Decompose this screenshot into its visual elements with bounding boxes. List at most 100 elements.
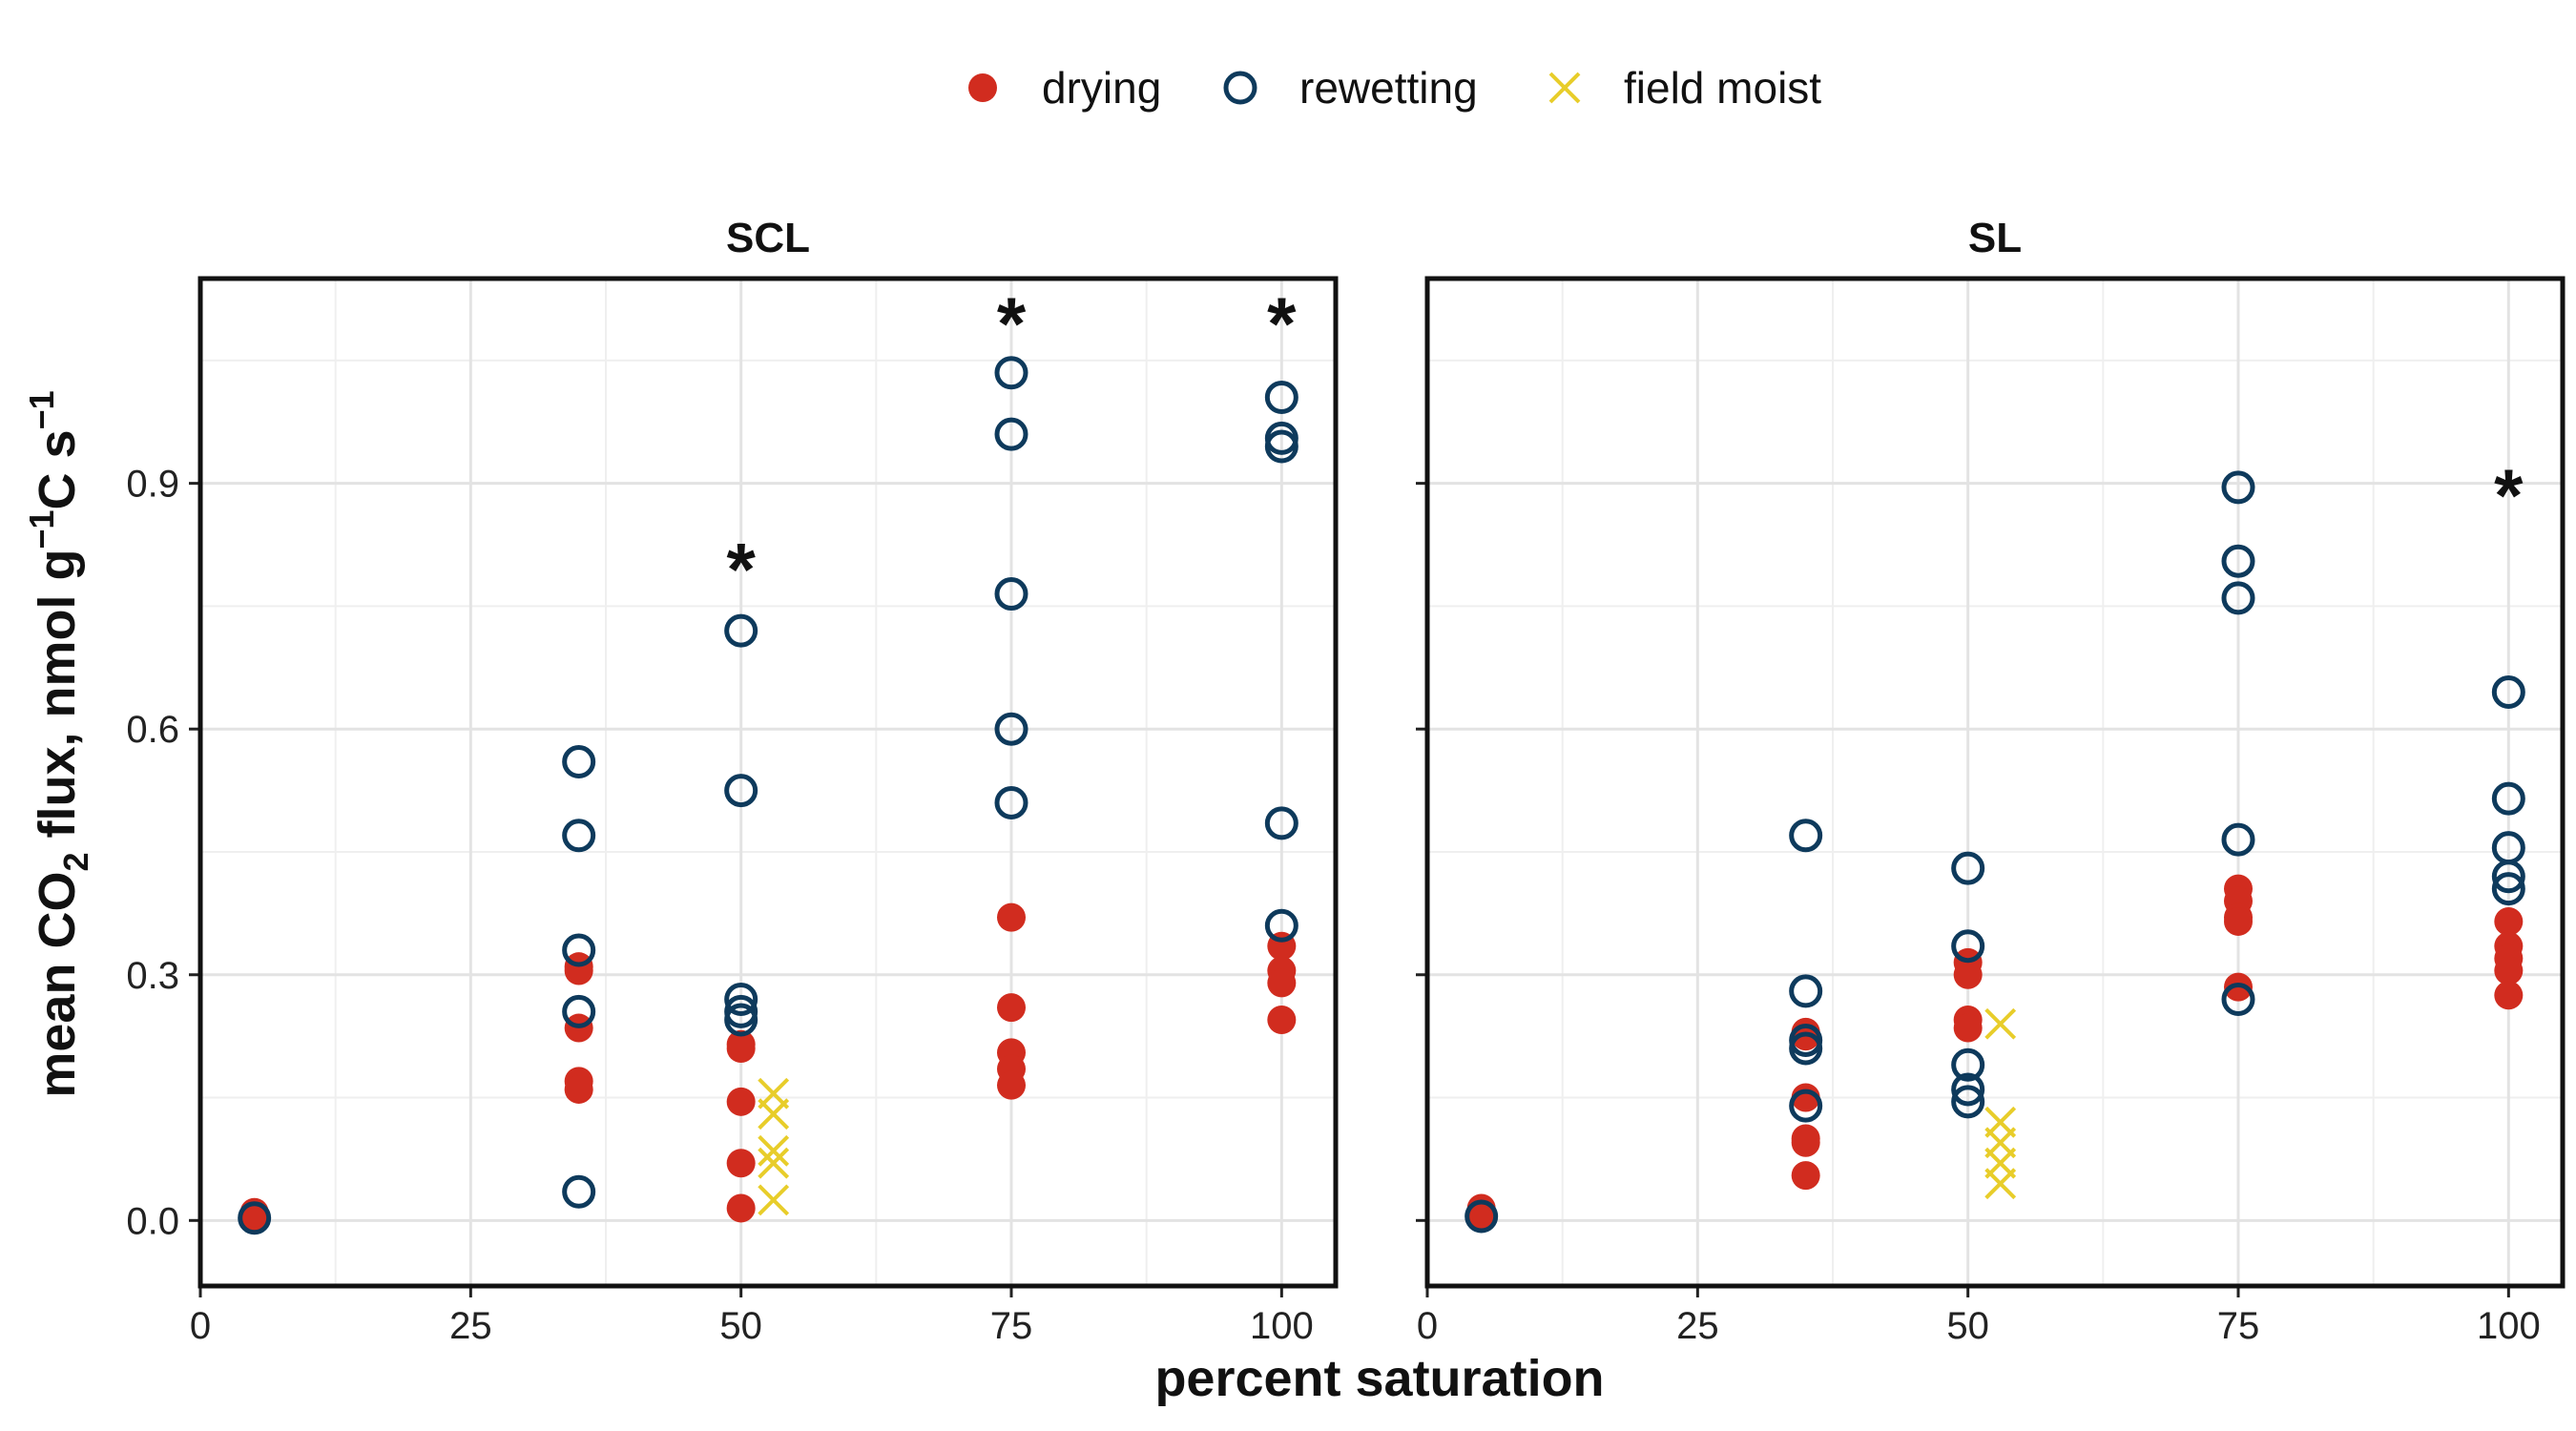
legend-marker (1548, 72, 1581, 104)
x-tick-label: 0 (1417, 1305, 1438, 1347)
legend-item-drying: drying (968, 63, 1161, 113)
rewetting-point (1789, 819, 1823, 853)
drying-point (726, 1193, 756, 1223)
drying-point (1267, 968, 1297, 998)
rewetting-point (2491, 860, 2525, 894)
legend-item-rewetting: rewetting (1223, 63, 1478, 113)
panel-border (1424, 276, 2566, 1289)
field-moist-point (758, 1098, 790, 1130)
drying-point (1791, 1161, 1820, 1191)
drying-point (726, 1149, 756, 1178)
rewetting-point (2221, 983, 2255, 1017)
rewetting-point (1264, 380, 1298, 414)
rewetting-point (1789, 974, 1823, 1008)
x-marker-stroke (1984, 1168, 2017, 1200)
drying-point (726, 1087, 756, 1116)
x-tick-label: 100 (2477, 1305, 2541, 1347)
rewetting-point (724, 983, 758, 1017)
y-tick-label: 0.0 (126, 1200, 179, 1242)
x-tick-label: 75 (2217, 1305, 2260, 1347)
drying-point (1791, 1128, 1820, 1157)
x-tick-label: 75 (990, 1305, 1033, 1347)
rewetting-point (994, 712, 1028, 746)
rewetting-point (2491, 872, 2525, 906)
legend: drying rewetting field moist (968, 63, 1821, 113)
panel-sl: SL 0 25 50 75 100 * (1416, 215, 2566, 1347)
drying-point (997, 1070, 1026, 1100)
rewetting-point (1951, 1047, 1985, 1082)
rewetting-point (994, 417, 1028, 451)
y-axis-title-superscript: −1 (22, 390, 61, 429)
rewetting-point (562, 819, 596, 853)
rewetting-point (1789, 1089, 1823, 1123)
drying-point (564, 1074, 593, 1104)
field-moist-point (758, 1147, 790, 1179)
y-axis-title-part: flux, nmol g (29, 550, 86, 853)
rewetting-point (562, 1174, 596, 1209)
significance-marker: * (997, 281, 1027, 365)
x-marker-stroke (758, 1134, 790, 1167)
data-points (238, 356, 1298, 1235)
x-marker-stroke (758, 1184, 790, 1216)
x-tick-label: 100 (1250, 1305, 1314, 1347)
y-axis-title-subscript: 2 (56, 853, 95, 872)
y-tick-label: 0.3 (126, 955, 179, 997)
x-marker-stroke (1984, 1007, 2017, 1040)
legend-label: drying (1042, 63, 1161, 113)
significance-marker: * (1267, 281, 1297, 365)
drying-point (1466, 1193, 1496, 1223)
drying-point (1953, 1013, 1983, 1043)
x-tick-label: 50 (1946, 1305, 1989, 1347)
rewetting-point (724, 774, 758, 808)
x-tick-label: 50 (719, 1305, 762, 1347)
field-moist-point (1984, 1007, 2017, 1040)
rewetting-point (1264, 806, 1298, 840)
x-marker-stroke (758, 1098, 790, 1130)
x-tick-label: 0 (190, 1305, 211, 1347)
drying-point (1953, 960, 1983, 989)
rewetting-point (2221, 470, 2255, 505)
legend-label: rewetting (1299, 63, 1478, 113)
x-marker-stroke (1548, 72, 1581, 104)
legend-marker (968, 73, 997, 102)
rewetting-point (1465, 1199, 1499, 1234)
panel-title: SL (1968, 215, 2022, 261)
rewetting-point (994, 785, 1028, 819)
rewetting-point (994, 577, 1028, 612)
drying-point (997, 993, 1026, 1023)
y-axis-title-superscript: −1 (22, 509, 61, 549)
panel-border (197, 276, 1339, 1289)
field-moist-point (758, 1184, 790, 1216)
rewetting-point (1264, 908, 1298, 943)
drying-point (1791, 1083, 1820, 1112)
legend-marker (1223, 71, 1257, 105)
drying-point (2494, 956, 2524, 985)
rewetting-point (1789, 1031, 1823, 1066)
rewetting-point (2221, 581, 2255, 615)
rewetting-point (2491, 781, 2525, 816)
rewetting-point (562, 933, 596, 967)
x-tick-label: 25 (1676, 1305, 1719, 1347)
legend-label: field moist (1624, 63, 1821, 113)
significance-marker: * (2494, 453, 2524, 537)
rewetting-point (562, 994, 596, 1028)
rewetting-point (562, 745, 596, 779)
drying-point (1267, 1005, 1297, 1034)
significance-marker: * (726, 527, 756, 611)
rewetting-point (1951, 851, 1985, 885)
drying-point (726, 1034, 756, 1064)
rewetting-point (724, 613, 758, 648)
grid (198, 279, 1336, 1286)
drying-point (2224, 906, 2253, 936)
y-axis-title: mean CO2 flux, nmol g−1C s−1 (22, 390, 95, 1097)
y-tick-label: 0.6 (126, 709, 179, 751)
y-tick-label: 0.9 (126, 464, 179, 506)
rewetting-point (2221, 544, 2255, 578)
x-tick-label: 25 (449, 1305, 492, 1347)
y-axis-title-part: C s (29, 429, 86, 509)
x-marker-stroke (758, 1147, 790, 1179)
rewetting-point (1264, 429, 1298, 464)
drying-point (997, 902, 1026, 932)
panel-scl: SCL 0 25 50 75 100 0.0 0.3 0.6 0.9 * * * (126, 215, 1339, 1347)
